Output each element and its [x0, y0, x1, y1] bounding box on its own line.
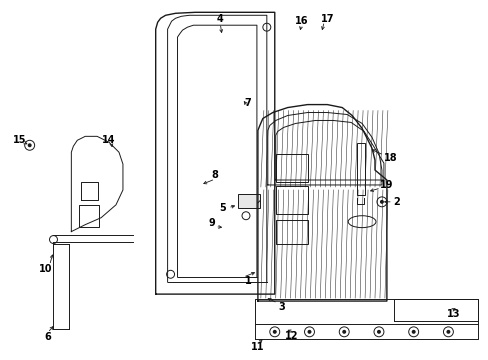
Text: 18: 18 — [383, 153, 397, 163]
Text: 3: 3 — [278, 302, 285, 312]
Text: 19: 19 — [379, 180, 393, 190]
Text: 5: 5 — [218, 203, 225, 213]
Text: 2: 2 — [393, 197, 399, 207]
Circle shape — [28, 143, 32, 147]
Text: 7: 7 — [244, 98, 251, 108]
Text: 16: 16 — [294, 16, 307, 26]
Text: 6: 6 — [44, 332, 51, 342]
Circle shape — [411, 330, 415, 334]
Circle shape — [307, 330, 311, 334]
Ellipse shape — [347, 216, 375, 228]
FancyBboxPatch shape — [356, 143, 365, 195]
Text: 12: 12 — [285, 331, 298, 341]
Text: 10: 10 — [39, 264, 52, 274]
FancyBboxPatch shape — [275, 186, 307, 214]
Text: 4: 4 — [216, 14, 223, 24]
Text: 13: 13 — [446, 309, 459, 319]
Circle shape — [376, 330, 380, 334]
FancyBboxPatch shape — [238, 194, 259, 208]
Circle shape — [272, 330, 276, 334]
Text: 11: 11 — [251, 342, 264, 352]
Text: 9: 9 — [208, 218, 215, 228]
FancyBboxPatch shape — [275, 220, 307, 243]
Text: 14: 14 — [102, 135, 116, 145]
Text: 8: 8 — [211, 170, 218, 180]
Circle shape — [379, 200, 383, 204]
FancyBboxPatch shape — [275, 154, 307, 182]
Text: 17: 17 — [320, 14, 333, 24]
Text: 15: 15 — [13, 135, 26, 145]
Text: 1: 1 — [244, 276, 251, 286]
Circle shape — [342, 330, 346, 334]
Circle shape — [446, 330, 449, 334]
